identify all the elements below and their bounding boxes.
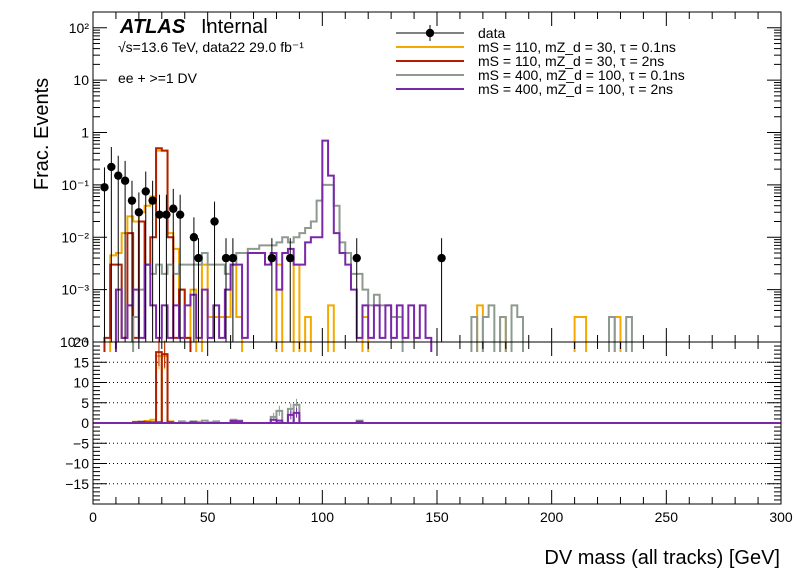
legend-data-marker [425,28,435,38]
data-point [148,196,157,205]
data-point [210,217,219,226]
ratio-y-tick-label: −5 [73,435,89,451]
y-tick-label: 10² [69,20,90,36]
ratio-y-tick-label: 5 [81,395,89,411]
ratio-y-tick-label: −10 [65,456,89,472]
main-y-tick-labels: 10⁻⁴ 10⁻³ 10⁻² 10⁻¹ 1 10 10² [60,20,89,350]
ratio-panel: −15 −10 −5 0 5 10 15 20 0 50 100 150 200 250 300 [65,334,793,525]
x-tick-label: 0 [89,509,97,525]
legend-entry-4: mS = 400, mZ_d = 100, τ = 2ns [478,81,673,97]
y-tick-label: 10⁻⁴ [60,334,89,350]
x-tick-label: 300 [769,509,793,525]
histogram-series-4 [114,139,433,352]
y-tick-label: 10 [73,72,89,88]
ratio-y-tick-label: 0 [81,415,89,431]
x-tick-label: 100 [311,509,335,525]
data-point [228,253,238,263]
y-tick-label: 10⁻³ [61,282,89,298]
legend-entry-1: mS = 110, mZ_d = 30, τ = 0.1ns [478,39,676,55]
y-tick-label: 10⁻¹ [61,177,89,193]
ratio-y-tick-label: 15 [73,354,89,370]
data-point [175,210,185,219]
y-tick-label: 10⁻² [61,229,89,245]
atlas-status: Internal [201,16,268,38]
atlas-label: ATLAS [119,16,186,38]
legend-entry-2: mS = 110, mZ_d = 30, τ = 2ns [478,53,664,69]
x-axis-title: DV mass (all tracks) [GeV] [544,547,780,569]
data-point [437,253,446,263]
x-tick-label: 150 [425,509,449,525]
ratio-histograms [93,338,781,424]
data-point [267,253,277,263]
data-point [194,253,203,263]
main-panel: 10⁻⁴ 10⁻³ 10⁻² 10⁻¹ 1 10 10² [60,11,782,352]
data-point [141,187,150,196]
data-point [100,183,109,192]
y-axis-title: Frac. Events [31,78,53,190]
legend-entry-data: data [478,25,505,41]
ratio-y-tick-label: 10 [73,375,89,391]
data-point [155,210,164,219]
x-tick-labels: 0 50 100 150 200 250 300 [89,509,793,525]
data-point [120,176,130,185]
y-tick-label: 1 [81,125,89,141]
ratio-y-tick-label: −15 [65,476,89,492]
x-tick-label: 50 [200,509,216,525]
data-point [221,253,231,263]
x-tick-label: 250 [655,509,679,525]
main-histograms [103,139,633,352]
x-tick-label: 200 [540,509,564,525]
histogram-series-3 [132,183,633,352]
data-point [127,196,137,205]
ratio-frame [92,341,782,505]
data-point [189,233,199,242]
data-points [100,147,446,342]
data-point [134,208,144,217]
data-point [162,210,171,219]
legend-entry-3: mS = 400, mZ_d = 100, τ = 0.1ns [478,67,685,83]
data-point [169,204,178,213]
ratio-top-tick-label: 20 [73,334,89,350]
data-point [352,253,361,263]
data-point [286,253,295,263]
energy-lumi-info: √s=13.6 TeV, data22 29.0 fb⁻¹ [118,39,304,55]
ratio-y-tick-labels: −15 −10 −5 0 5 10 15 20 [65,334,89,492]
data-point [114,171,123,180]
selection-label: ee + >=1 DV [118,70,198,86]
data-point [107,162,116,172]
